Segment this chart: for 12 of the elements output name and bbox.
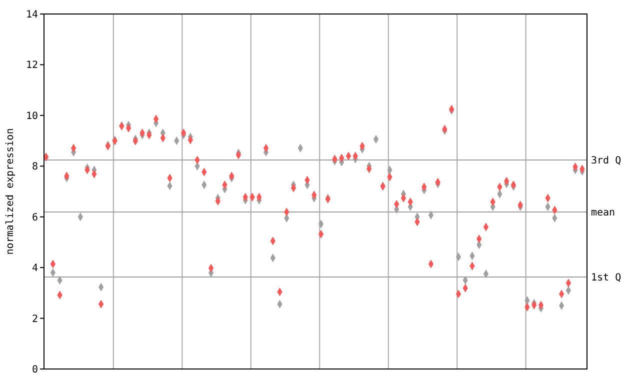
y-tick-label: 8 [32, 162, 38, 173]
y-tick-label: 14 [26, 10, 38, 20]
y-tick-label: 0 [32, 364, 38, 376]
y-tick-label: 2 [32, 314, 38, 325]
ref-line-label: 1st Q [591, 272, 622, 284]
y-tick-label: 6 [32, 212, 38, 224]
y-axis-title: normalized expression [5, 128, 16, 255]
y-tick-label: 10 [26, 110, 38, 122]
ref-line-label: mean [591, 208, 616, 219]
y-tick-label: 4 [32, 263, 38, 274]
y-tick-label: 12 [26, 60, 38, 72]
ref-line-label: 3rd Q [591, 156, 622, 167]
